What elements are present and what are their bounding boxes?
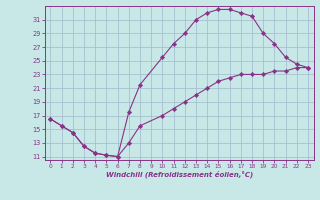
X-axis label: Windchill (Refroidissement éolien,°C): Windchill (Refroidissement éolien,°C): [106, 171, 253, 178]
